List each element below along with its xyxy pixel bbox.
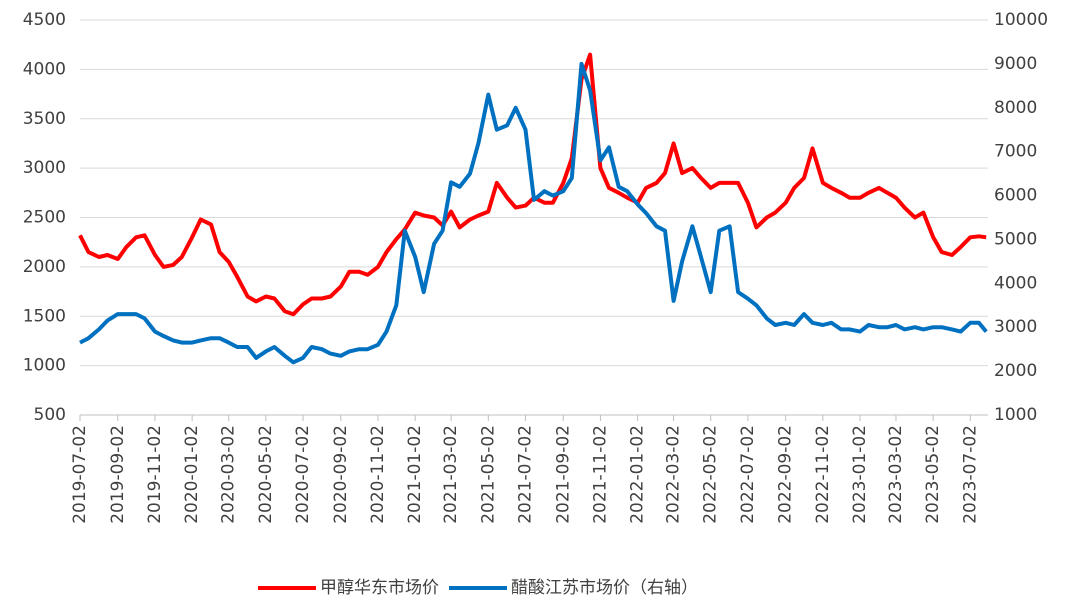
x-tick-label: 2023-01-02 <box>850 425 870 524</box>
y-tick-label: 500 <box>34 405 66 425</box>
x-tick-label: 2021-11-02 <box>590 425 610 524</box>
x-tick-label: 2020-07-02 <box>293 425 313 524</box>
y2-tick-label: 3000 <box>994 317 1037 337</box>
y-tick-label: 3000 <box>23 158 66 178</box>
y-tick-label: 2000 <box>23 257 66 277</box>
y2-tick-label: 1000 <box>994 405 1037 425</box>
x-tick-label: 2019-09-02 <box>108 425 128 524</box>
x-tick-label: 2021-07-02 <box>515 425 535 524</box>
x-tick-label: 2020-05-02 <box>256 425 276 524</box>
x-tick-label: 2019-11-02 <box>145 425 165 524</box>
y2-tick-label: 10000 <box>994 10 1048 30</box>
x-tick-label: 2022-09-02 <box>776 425 796 524</box>
y2-tick-label: 8000 <box>994 98 1037 118</box>
x-tick-label: 2020-11-02 <box>368 425 388 524</box>
x-tick-label: 2019-07-02 <box>70 425 90 524</box>
x-tick-label: 2021-09-02 <box>553 425 573 524</box>
y-tick-label: 3500 <box>23 109 66 129</box>
y-tick-label: 4500 <box>23 10 66 30</box>
legend-label: 甲醇华东市场价 <box>320 578 439 598</box>
x-tick-label: 2022-01-02 <box>628 425 648 524</box>
y2-tick-label: 5000 <box>994 229 1037 249</box>
y-tick-label: 4000 <box>23 59 66 79</box>
y2-tick-label: 7000 <box>994 142 1037 162</box>
y2-tick-label: 6000 <box>994 186 1037 206</box>
x-tick-label: 2021-03-02 <box>441 425 461 524</box>
x-tick-label: 2020-01-02 <box>182 425 202 524</box>
x-tick-label: 2022-11-02 <box>813 425 833 524</box>
x-tick-label: 2023-05-02 <box>923 425 943 524</box>
x-tick-label: 2023-03-02 <box>886 425 906 524</box>
x-tick-label: 2023-07-02 <box>960 425 980 524</box>
x-tick-label: 2022-07-02 <box>738 425 758 524</box>
y-tick-label: 2500 <box>23 208 66 228</box>
x-tick-label: 2022-05-02 <box>701 425 721 524</box>
y2-tick-label: 4000 <box>994 273 1037 293</box>
y-tick-label: 1500 <box>23 306 66 326</box>
y2-tick-label: 2000 <box>994 361 1037 381</box>
x-tick-label: 2020-03-02 <box>219 425 239 524</box>
series-line <box>79 61 988 365</box>
x-tick-label: 2020-09-02 <box>331 425 351 524</box>
x-tick-label: 2021-05-02 <box>478 425 498 524</box>
legend-label: 醋酸江苏市场价（右轴） <box>511 578 698 598</box>
x-tick-label: 2022-03-02 <box>664 425 684 524</box>
x-tick-label: 2021-01-02 <box>405 425 425 524</box>
y2-tick-label: 9000 <box>994 54 1037 74</box>
y-tick-label: 1000 <box>23 356 66 376</box>
